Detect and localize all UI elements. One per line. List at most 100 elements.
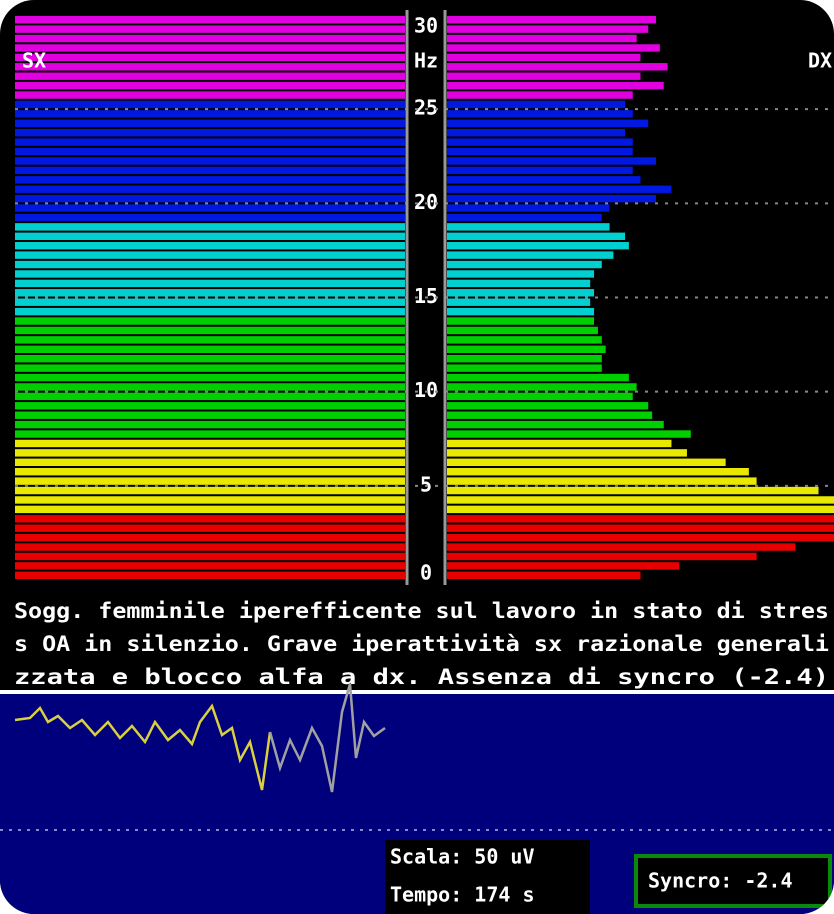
bar bbox=[15, 307, 405, 316]
bar bbox=[15, 411, 405, 419]
bar bbox=[15, 477, 405, 485]
bar bbox=[15, 289, 405, 297]
y-tick-label: 30 bbox=[414, 14, 438, 38]
bar bbox=[447, 458, 726, 466]
bar bbox=[15, 166, 405, 175]
bar bbox=[447, 543, 796, 551]
bar bbox=[15, 496, 405, 504]
bar bbox=[15, 213, 405, 222]
description-panel: Sogg. femminile iperefficente sul lavoro… bbox=[14, 599, 829, 689]
bar bbox=[15, 100, 405, 109]
bar bbox=[447, 100, 626, 109]
bar bbox=[15, 138, 405, 146]
bar bbox=[15, 486, 405, 495]
bar bbox=[15, 317, 405, 325]
bar bbox=[447, 515, 834, 523]
bar bbox=[447, 402, 649, 410]
bar bbox=[447, 242, 629, 250]
bar bbox=[15, 515, 405, 523]
bar bbox=[15, 53, 405, 62]
waveform bbox=[268, 683, 386, 793]
bar bbox=[447, 44, 660, 52]
bar bbox=[15, 119, 405, 127]
bar bbox=[447, 477, 757, 485]
y-tick-label: 10 bbox=[414, 378, 438, 402]
bar bbox=[447, 373, 629, 382]
bar bbox=[447, 562, 680, 570]
bar bbox=[15, 157, 405, 165]
bar bbox=[447, 129, 626, 137]
side-label: DX bbox=[808, 49, 832, 73]
bar bbox=[447, 439, 672, 448]
bar bbox=[447, 260, 602, 269]
bar bbox=[15, 260, 405, 269]
bar bbox=[447, 392, 633, 401]
y-tick-label: 15 bbox=[414, 284, 438, 308]
bar bbox=[447, 326, 598, 335]
bar bbox=[447, 110, 633, 118]
y-tick-label: 5 bbox=[420, 472, 432, 496]
bar bbox=[15, 326, 405, 335]
bar bbox=[447, 552, 757, 561]
bar bbox=[447, 53, 641, 62]
bar bbox=[447, 430, 691, 438]
y-tick-label: 0 bbox=[420, 561, 432, 585]
syncro-box bbox=[634, 854, 832, 908]
bar bbox=[447, 223, 610, 231]
bar bbox=[15, 383, 405, 391]
bar bbox=[15, 81, 405, 90]
description-line: Sogg. femminile iperefficente sul lavoro… bbox=[14, 599, 829, 623]
bar bbox=[15, 420, 405, 429]
bar bbox=[447, 185, 672, 193]
y-tick-label: 20 bbox=[414, 190, 438, 214]
bar bbox=[447, 420, 664, 429]
bar bbox=[447, 194, 656, 203]
description-line: s OA in silenzio. Grave iperattività sx … bbox=[14, 632, 829, 656]
bar bbox=[15, 232, 405, 240]
bar bbox=[447, 524, 834, 532]
syncro-label: Syncro: -2.4 bbox=[648, 869, 793, 893]
bar bbox=[447, 449, 687, 457]
bar bbox=[447, 25, 649, 33]
y-tick-label: 25 bbox=[414, 96, 438, 120]
bar bbox=[15, 552, 405, 561]
bar bbox=[447, 147, 633, 156]
bar bbox=[15, 279, 405, 288]
bar bbox=[447, 213, 602, 222]
bar bbox=[447, 34, 637, 43]
bar bbox=[15, 543, 405, 551]
side-label: SX bbox=[22, 49, 46, 73]
bar bbox=[15, 129, 405, 137]
bar bbox=[447, 317, 595, 325]
bar bbox=[15, 468, 405, 476]
bar bbox=[15, 110, 405, 118]
bar bbox=[15, 176, 405, 184]
bar bbox=[447, 72, 641, 80]
bar bbox=[447, 355, 602, 363]
bar bbox=[447, 533, 834, 542]
bar bbox=[15, 355, 405, 363]
bar bbox=[447, 81, 664, 90]
bar bbox=[447, 486, 819, 495]
bar bbox=[447, 138, 633, 146]
bar bbox=[15, 439, 405, 448]
bar bbox=[447, 505, 834, 514]
bar bbox=[15, 430, 405, 438]
bar bbox=[15, 402, 405, 410]
bar bbox=[447, 270, 595, 278]
bar bbox=[15, 223, 405, 231]
waveform bbox=[14, 703, 272, 791]
bar bbox=[15, 533, 405, 542]
bar bbox=[15, 147, 405, 156]
separator bbox=[0, 690, 834, 694]
bar bbox=[15, 16, 405, 24]
bar bbox=[447, 364, 602, 372]
y-unit: Hz bbox=[414, 49, 438, 73]
bar bbox=[15, 392, 405, 401]
bar bbox=[15, 373, 405, 382]
bar bbox=[15, 194, 405, 203]
bar bbox=[15, 63, 405, 71]
